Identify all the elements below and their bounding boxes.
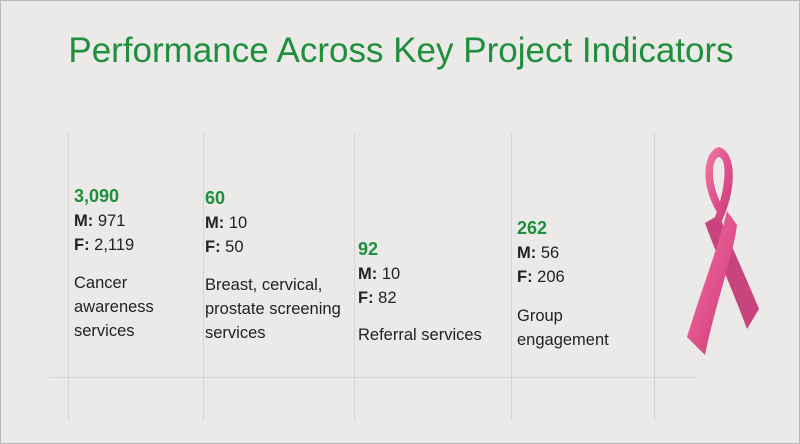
- indicator-total: 3,090: [74, 186, 120, 206]
- indicator-group-engagement: 262 M: 56 F: 206 Group engagement: [517, 215, 609, 352]
- indicator-total: 60: [205, 188, 226, 208]
- indicator-description: Referral services: [358, 326, 482, 344]
- baseline-divider: [49, 377, 697, 378]
- grid-divider: [354, 133, 355, 421]
- male-count: M: 10: [358, 265, 401, 283]
- indicator-screening: 60 M: 10 F: 50 Breast, cervical, prostat…: [205, 185, 341, 345]
- indicator-description: Breast, cervical, prostate screening ser…: [205, 276, 341, 342]
- female-count: F: 50: [205, 238, 244, 256]
- indicator-description: Cancer awareness services: [74, 274, 154, 340]
- male-count: M: 971: [74, 212, 126, 230]
- indicator-cancer-awareness: 3,090 M: 971 F: 2,119 Cancer awareness s…: [74, 183, 154, 343]
- grid-divider: [511, 133, 512, 421]
- indicator-description: Group engagement: [517, 307, 609, 349]
- female-count: F: 2,119: [74, 236, 135, 254]
- grid-divider: [68, 133, 69, 421]
- indicator-total: 262: [517, 218, 548, 238]
- female-count: F: 82: [358, 289, 397, 307]
- male-count: M: 56: [517, 244, 560, 262]
- indicator-referral: 92 M: 10 F: 82 Referral services: [358, 236, 482, 347]
- grid-divider: [654, 133, 655, 421]
- male-count: M: 10: [205, 214, 248, 232]
- page-title: Performance Across Key Project Indicator…: [68, 31, 734, 70]
- pink-ribbon-icon: [687, 147, 759, 355]
- female-count: F: 206: [517, 268, 565, 286]
- grid-divider: [203, 133, 204, 421]
- indicator-total: 92: [358, 239, 379, 259]
